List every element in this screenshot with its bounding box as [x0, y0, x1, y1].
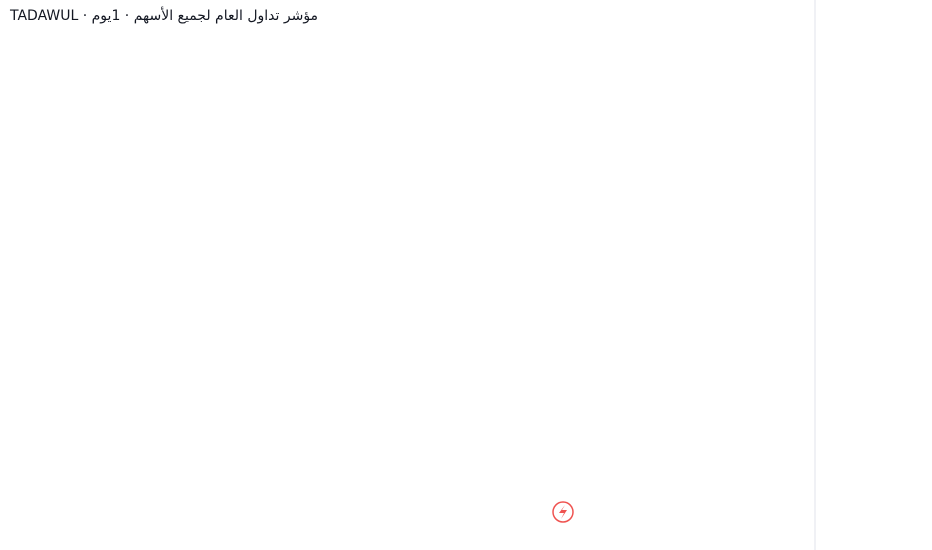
- event-icon-bolt: [559, 505, 567, 519]
- chart-title: TADAWUL · مؤشر تداول العام لجميع الأسهم …: [9, 6, 318, 24]
